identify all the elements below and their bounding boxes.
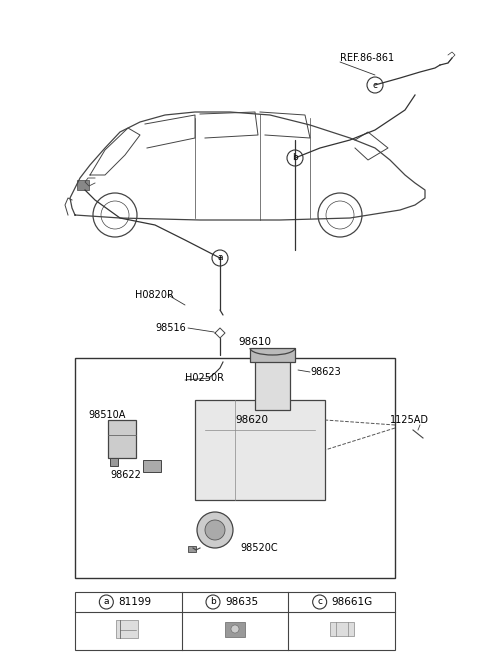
Text: REF.86-861: REF.86-861 (340, 53, 394, 63)
Bar (225, 622, 245, 637)
Text: 81199: 81199 (119, 597, 152, 607)
Text: 1125AD: 1125AD (390, 415, 429, 425)
Text: 98661G: 98661G (332, 597, 373, 607)
Bar (188, 546, 196, 552)
Bar (116, 620, 138, 638)
Bar (195, 400, 325, 500)
Bar (108, 420, 136, 458)
Text: 98623: 98623 (310, 367, 341, 377)
Bar (110, 458, 118, 466)
Text: H0820R: H0820R (135, 290, 174, 300)
Circle shape (231, 625, 239, 633)
Bar (250, 348, 295, 362)
Circle shape (197, 512, 233, 548)
Bar (330, 622, 354, 636)
Bar (75, 358, 395, 578)
Text: 98620: 98620 (235, 415, 268, 425)
Text: 98510A: 98510A (88, 410, 125, 420)
Bar (77, 180, 89, 190)
Text: 98520C: 98520C (240, 543, 277, 553)
Text: 98610: 98610 (238, 337, 271, 347)
Text: 98516: 98516 (155, 323, 186, 333)
Text: 98635: 98635 (225, 597, 258, 607)
Text: a: a (104, 598, 109, 607)
Bar (75, 592, 395, 650)
Text: 98622: 98622 (110, 470, 141, 480)
Text: H0250R: H0250R (185, 373, 224, 383)
Text: b: b (210, 598, 216, 607)
Text: c: c (317, 598, 322, 607)
Text: c: c (372, 81, 377, 89)
Text: a: a (217, 253, 223, 262)
Bar (143, 460, 161, 472)
Text: b: b (292, 154, 298, 163)
Bar (255, 360, 290, 410)
Circle shape (205, 520, 225, 540)
